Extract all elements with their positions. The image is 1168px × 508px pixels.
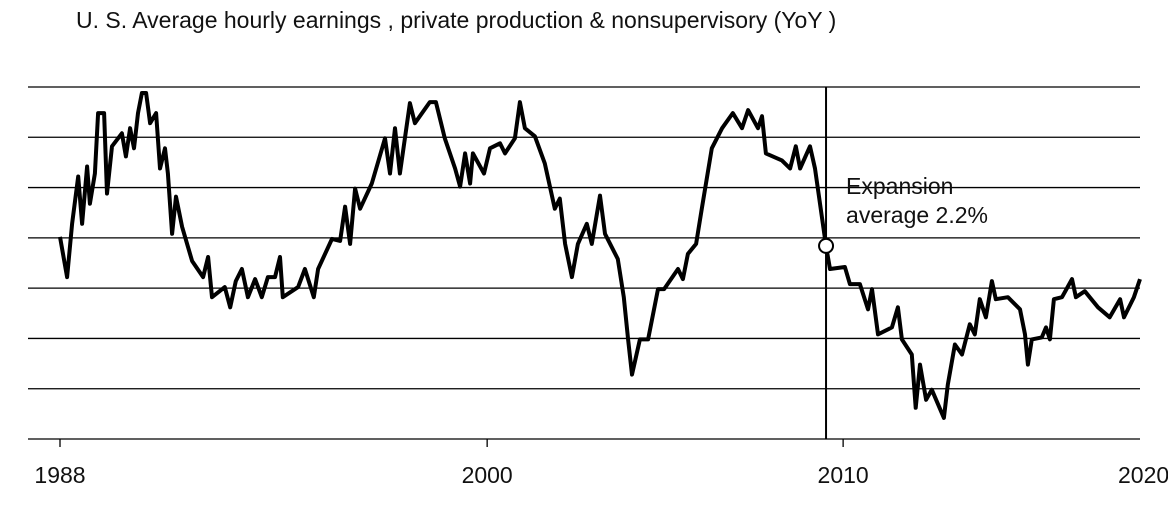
annotation-marker — [818, 237, 835, 254]
x-tick-label: 2020 — [1118, 462, 1168, 488]
x-tick-label: 2010 — [818, 462, 869, 488]
x-tick-label: 1988 — [34, 462, 85, 488]
chart-title: U. S. Average hourly earnings , private … — [76, 7, 836, 33]
series-line — [58, 91, 1142, 420]
annotation-text: Expansion — [846, 173, 953, 199]
x-tick-label: 2000 — [462, 462, 513, 488]
annotation-text: average 2.2% — [846, 202, 988, 228]
